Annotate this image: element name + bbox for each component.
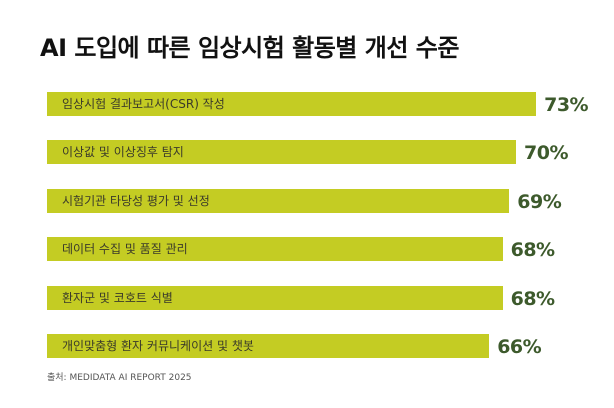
source-note: 출처: MEDIDATA AI REPORT 2025	[47, 373, 192, 383]
bar-category-label: 환자군 및 코호트 식별	[62, 290, 173, 305]
bar-value-label: 73%	[544, 94, 589, 116]
bar-value-label: 68%	[510, 239, 555, 262]
bar-value-label: 70%	[524, 142, 568, 165]
bar-value-label: 68%	[510, 287, 555, 310]
bar-value-label: 66%	[497, 336, 542, 358]
bar	[47, 140, 516, 165]
bar	[47, 237, 503, 262]
bar	[47, 92, 537, 116]
bar	[47, 334, 490, 358]
chart-title: AI 도입에 따른 임상시험 활동별 개선 수준	[40, 34, 459, 62]
bar-category-label: 시험기관 타당성 평가 및 선정	[62, 193, 210, 208]
bar-category-label: 이상값 및 이상징후 탐지	[62, 145, 184, 160]
bar-category-label: 데이터 수집 및 품질 관리	[62, 242, 188, 257]
bar	[47, 188, 510, 213]
bar	[47, 285, 503, 310]
bar-value-label: 69%	[517, 190, 562, 213]
bar-category-label: 개인맞춤형 환자 커뮤니케이션 및 챗봇	[62, 339, 254, 353]
bar-category-label: 임상시험 결과보고서(CSR) 작성	[62, 97, 225, 111]
